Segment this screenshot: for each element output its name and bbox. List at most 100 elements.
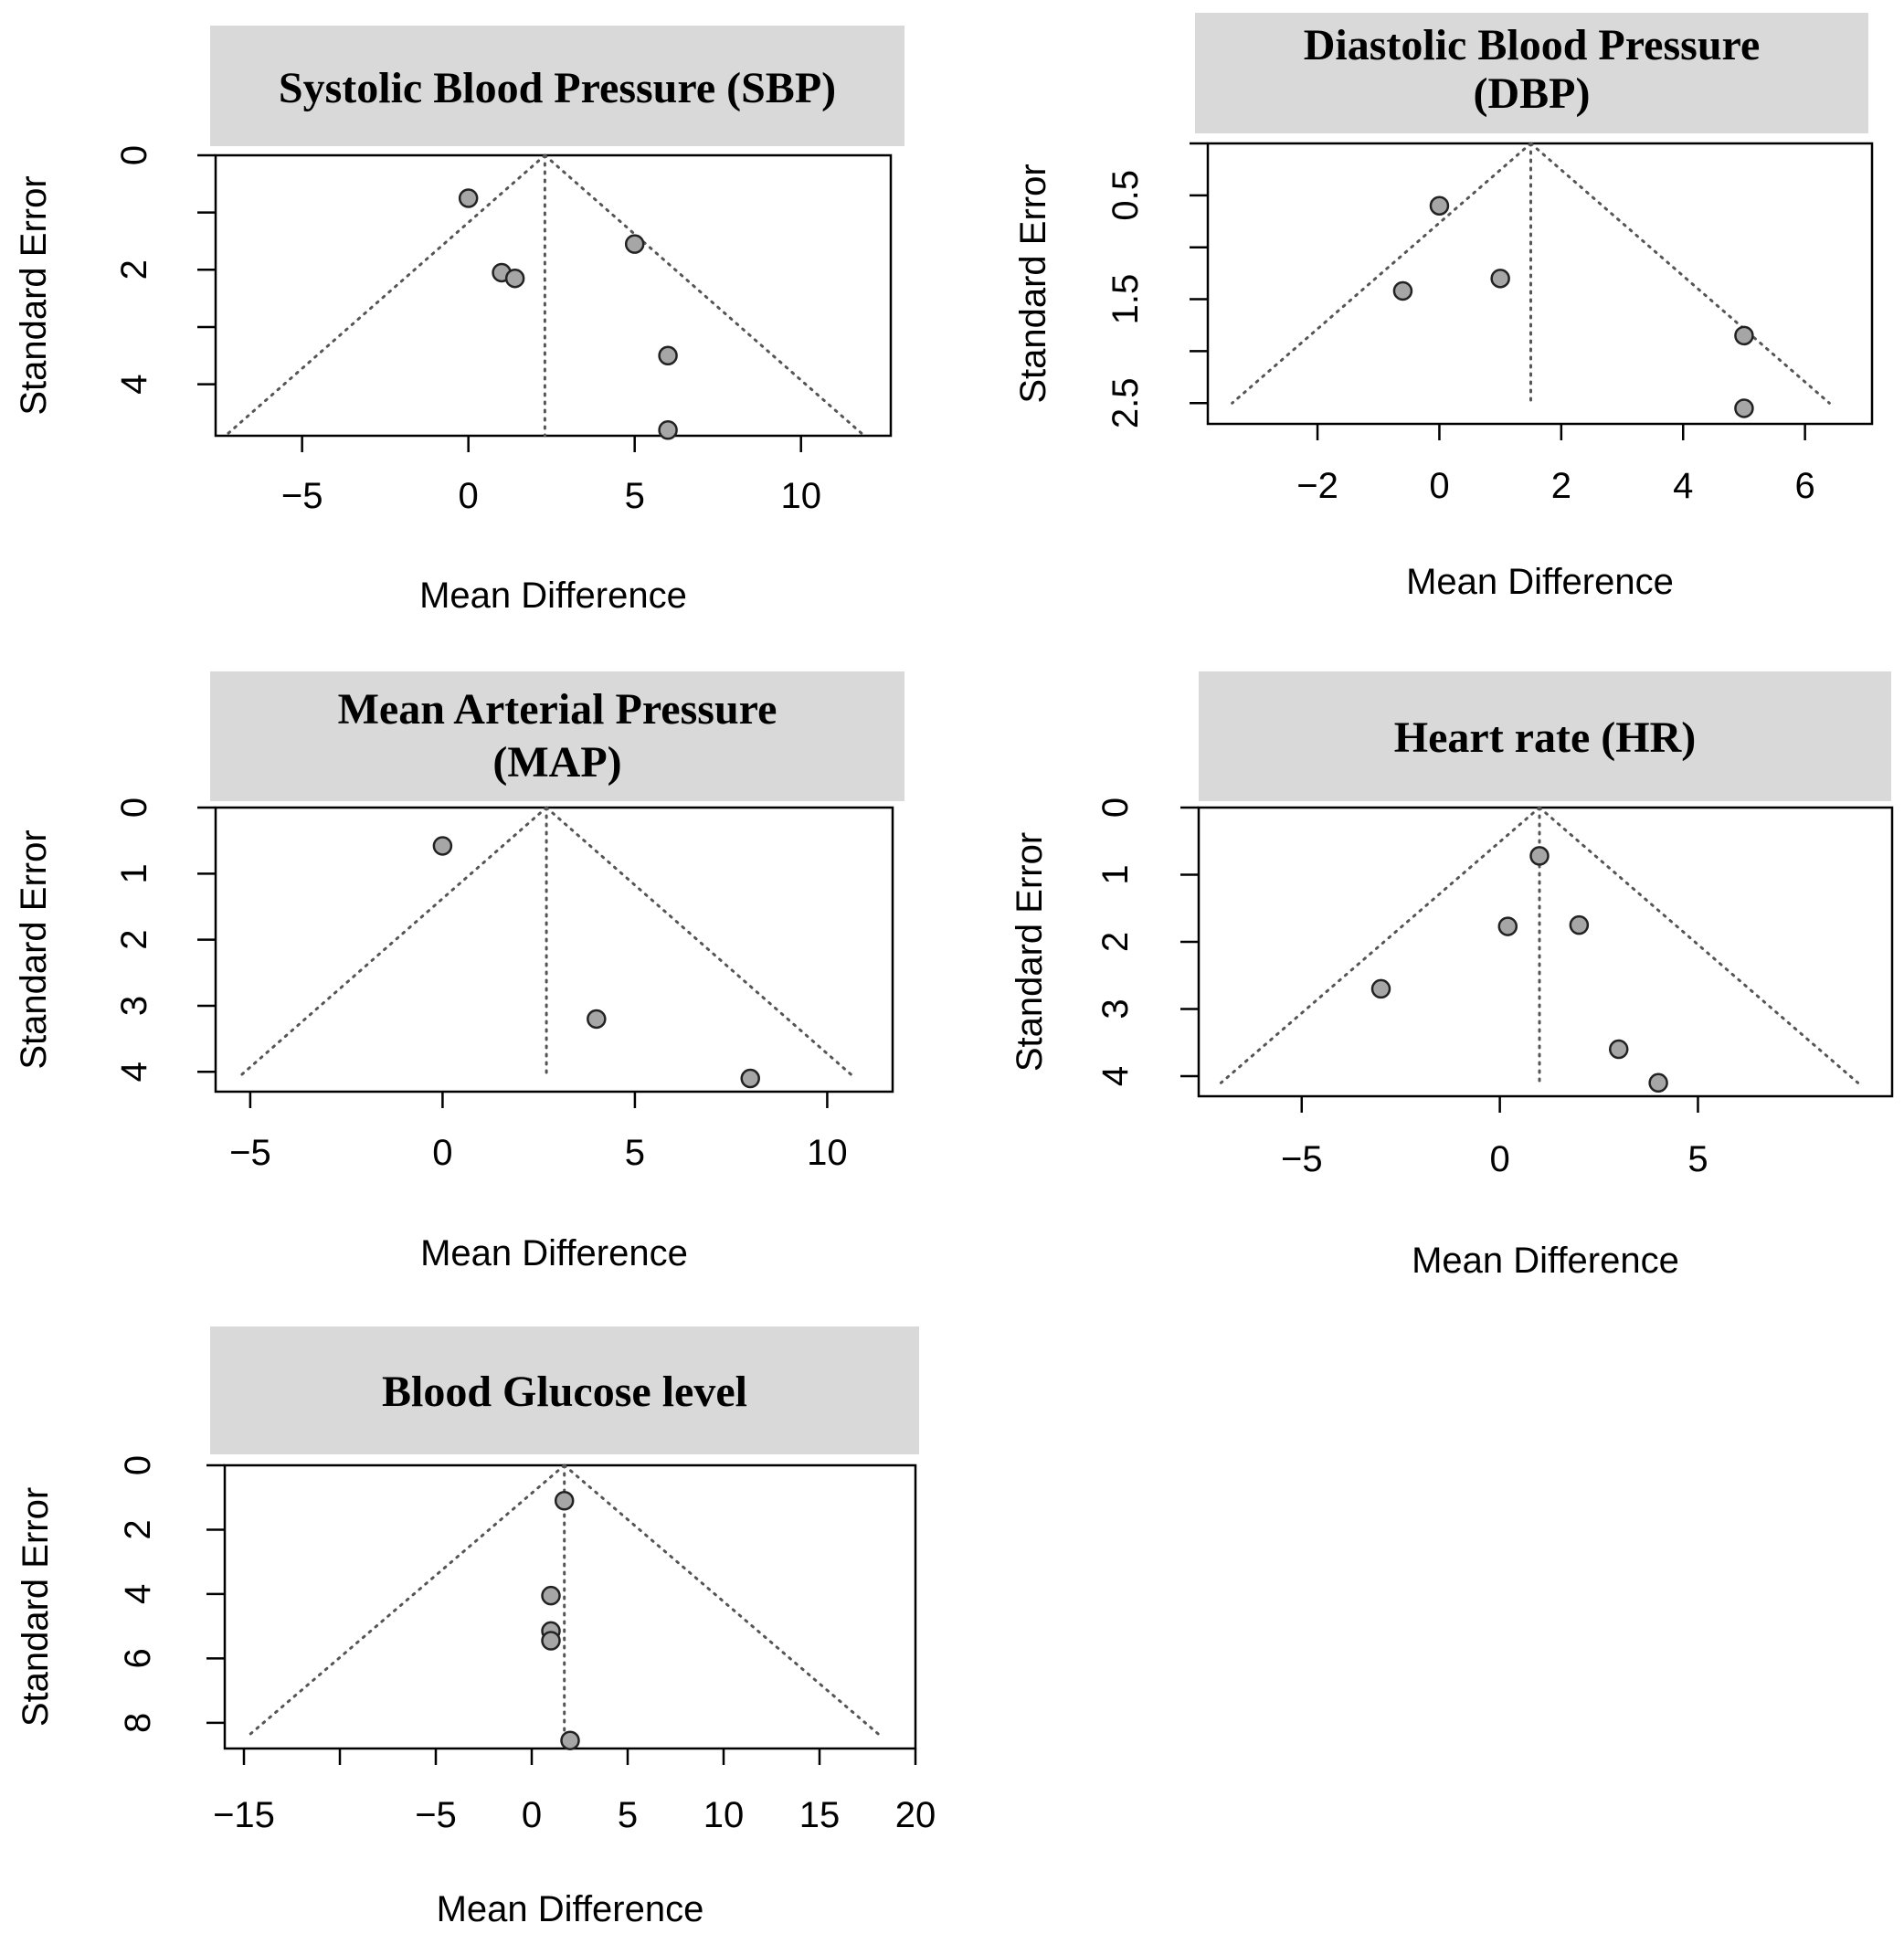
study-point — [658, 419, 678, 440]
x-axis-label: Mean Difference — [437, 1889, 704, 1929]
funnel-right-line — [543, 153, 866, 438]
x-tick-label: 6 — [1795, 466, 1815, 506]
funnel-left-line — [236, 806, 548, 1081]
x-tick-label: 0 — [1429, 466, 1449, 506]
chart-title-line: (MAP) — [492, 738, 621, 787]
study-point — [624, 234, 645, 254]
study-point — [1497, 916, 1518, 936]
x-tick-label: 5 — [625, 476, 645, 516]
x-tick-label: 4 — [1673, 466, 1693, 506]
title-strip — [210, 26, 904, 146]
funnel-plot-1: Systolic Blood Pressure (SBP) −5 0 5 10 0 2 4 Me… — [14, 26, 904, 616]
funnel-right-line — [1528, 142, 1831, 405]
study-point — [1648, 1072, 1668, 1094]
study-point — [554, 1491, 575, 1511]
x-tick-label: 15 — [799, 1795, 841, 1835]
chart-title-line: (DBP) — [1474, 69, 1591, 118]
study-point — [1429, 195, 1450, 216]
x-axis-label: Mean Difference — [1406, 562, 1674, 602]
study-point — [658, 345, 678, 366]
y-tick-label: 2.5 — [1105, 377, 1146, 428]
study-point — [587, 1009, 607, 1030]
y-axis-label: Standard Error — [1010, 832, 1050, 1072]
y-tick-label: 4 — [118, 1584, 158, 1604]
plot-frame — [214, 153, 893, 438]
funnel-left-line — [224, 153, 546, 438]
study-point — [541, 1585, 561, 1606]
x-tick-label: 5 — [625, 1133, 645, 1173]
x-tick-label: 0 — [1489, 1139, 1509, 1179]
funnel-left-line — [1219, 806, 1541, 1084]
x-tick-label: 0 — [522, 1795, 542, 1835]
plot-frame — [1206, 142, 1874, 426]
study-point — [1490, 269, 1510, 289]
y-tick-label: 1 — [1095, 864, 1136, 884]
y-axis-label: Standard Error — [1013, 164, 1053, 403]
funnel-plot-2: Diastolic Blood Pressure(DBP) −2 0 2 4 6 0.5 1.… — [1013, 13, 1874, 602]
x-tick-label: 2 — [1551, 466, 1571, 506]
y-tick-label: 3 — [114, 996, 154, 1016]
study-point — [740, 1068, 760, 1089]
x-tick-label: 5 — [1687, 1139, 1708, 1179]
study-point — [541, 1631, 561, 1651]
x-tick-label: 5 — [618, 1795, 638, 1835]
title-strip — [1195, 13, 1868, 133]
study-point — [1392, 280, 1413, 301]
y-tick-label: 4 — [114, 374, 154, 394]
x-tick-label: 0 — [432, 1133, 452, 1173]
chart-title-line: Diastolic Blood Pressure — [1304, 21, 1761, 69]
y-tick-label: 4 — [1095, 1066, 1136, 1086]
study-point — [1370, 978, 1391, 999]
x-tick-label: 0 — [459, 476, 479, 516]
y-tick-label: 1.5 — [1105, 274, 1146, 325]
y-tick-label: 3 — [1095, 998, 1136, 1019]
y-tick-label: 1 — [114, 863, 154, 883]
funnel-plot-5: Blood Glucose level −15 −5 0 5 10 15 20 0 2 4 6 8 Mea… — [16, 1326, 936, 1929]
plot-frame — [214, 806, 894, 1094]
funnel-right-line — [545, 806, 857, 1081]
y-tick-label: 0 — [114, 798, 154, 818]
chart-title-line: Systolic Blood Pressure (SBP) — [279, 64, 836, 112]
study-point — [1608, 1039, 1629, 1060]
x-axis-label: Mean Difference — [420, 1233, 688, 1273]
title-strip — [210, 671, 904, 801]
y-axis-label: Standard Error — [14, 175, 54, 415]
funnel-left-line — [1231, 142, 1532, 405]
funnel-right-line — [1538, 806, 1860, 1084]
x-tick-label: −15 — [213, 1795, 275, 1835]
plot-frame — [1197, 806, 1894, 1098]
y-tick-label: 2 — [114, 930, 154, 950]
study-point — [432, 836, 453, 856]
x-axis-label: Mean Difference — [1412, 1241, 1679, 1281]
study-point — [560, 1730, 580, 1750]
study-point — [1569, 914, 1590, 935]
y-tick-label: 8 — [118, 1713, 158, 1733]
y-tick-label: 2 — [114, 259, 154, 280]
study-point — [1734, 398, 1754, 418]
x-tick-label: 10 — [780, 476, 821, 516]
funnel-left-line — [247, 1463, 566, 1738]
y-tick-label: 2 — [118, 1519, 158, 1539]
y-tick-label: 6 — [118, 1648, 158, 1668]
funnel-plot-4: Heart rate (HR) −5 0 5 0 1 2 3 4 Mean Difference S… — [1010, 671, 1894, 1281]
y-axis-label: Standard Error — [16, 1487, 56, 1727]
y-tick-label: 0 — [114, 145, 154, 165]
y-tick-label: 2 — [1095, 932, 1136, 952]
study-point — [504, 268, 525, 289]
x-tick-label: 20 — [895, 1795, 936, 1835]
title-strip — [210, 1326, 919, 1454]
title-strip — [1199, 671, 1891, 801]
y-tick-label: 0.5 — [1105, 170, 1146, 221]
x-axis-label: Mean Difference — [419, 576, 687, 616]
study-point — [1734, 325, 1754, 346]
x-tick-label: −5 — [1281, 1139, 1323, 1179]
funnel-right-line — [563, 1463, 882, 1738]
y-tick-label: 0 — [1095, 798, 1136, 818]
x-tick-label: 10 — [807, 1133, 848, 1173]
x-tick-label: −5 — [229, 1133, 271, 1173]
chart-title-line: Blood Glucose level — [382, 1368, 747, 1416]
x-tick-label: −5 — [281, 476, 323, 516]
x-tick-label: −2 — [1296, 466, 1338, 506]
x-tick-label: −5 — [415, 1795, 457, 1835]
